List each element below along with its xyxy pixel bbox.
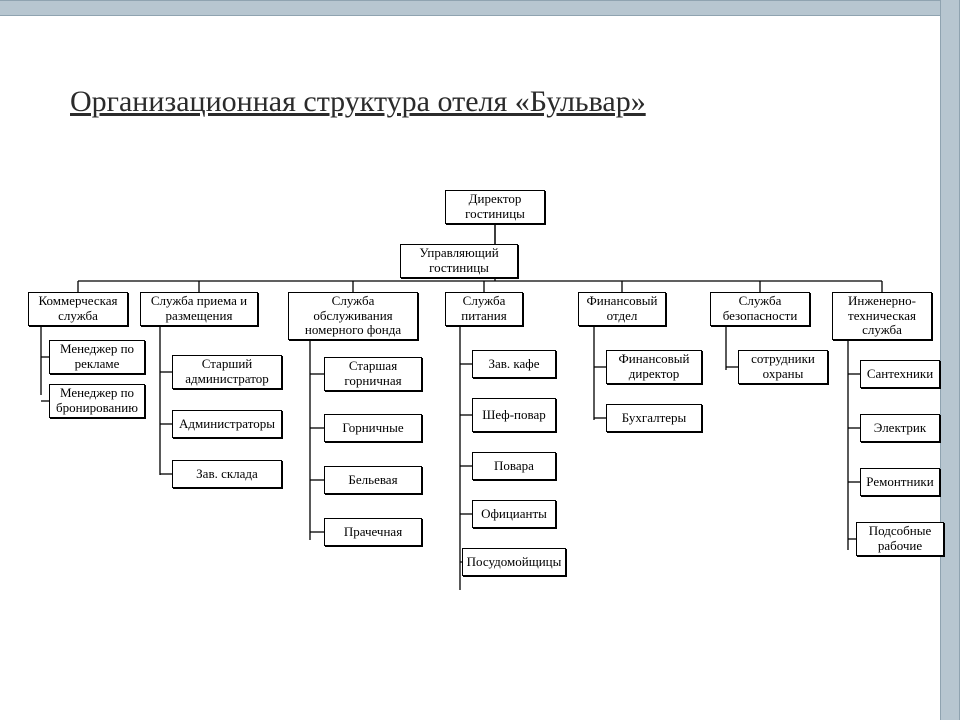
node-housekeeping: Служба обслуживания номерного фонда	[288, 292, 418, 340]
node-cafe-head: Зав. кафе	[472, 350, 556, 378]
node-electrician: Электрик	[860, 414, 940, 442]
node-accountants: Бухгалтеры	[606, 404, 702, 432]
node-maids: Горничные	[324, 414, 422, 442]
node-cooks: Повара	[472, 452, 556, 480]
node-dishwash: Посудомойщицы	[462, 548, 566, 576]
node-waiters: Официанты	[472, 500, 556, 528]
node-manager: Управляющий гостиницы	[400, 244, 518, 278]
node-director: Директор гостиницы	[445, 190, 545, 224]
node-commercial: Коммерческая служба	[28, 292, 128, 326]
node-guards: сотрудники охраны	[738, 350, 828, 384]
node-finance: Финансовый отдел	[578, 292, 666, 326]
node-chef: Шеф-повар	[472, 398, 556, 432]
node-laundry: Прачечная	[324, 518, 422, 546]
node-senior-admin: Старший администратор	[172, 355, 282, 389]
node-security: Служба безопасности	[710, 292, 810, 326]
org-chart: Директор гостиницы Управляющий гостиницы К…	[0, 0, 960, 720]
node-admins: Администраторы	[172, 410, 282, 438]
node-warehouse: Зав. склада	[172, 460, 282, 488]
node-book-mgr: Менеджер по бронированию	[49, 384, 145, 418]
node-linen: Бельевая	[324, 466, 422, 494]
node-laborers: Подсобные рабочие	[856, 522, 944, 556]
node-ad-mgr: Менеджер по рекламе	[49, 340, 145, 374]
node-repairmen: Ремонтники	[860, 468, 940, 496]
node-senior-maid: Старшая горничная	[324, 357, 422, 391]
node-fin-dir: Финансовый директор	[606, 350, 702, 384]
node-reception: Служба приема и размещения	[140, 292, 258, 326]
node-food: Служба питания	[445, 292, 523, 326]
node-engineering: Инженерно-техническая служба	[832, 292, 932, 340]
node-plumbers: Сантехники	[860, 360, 940, 388]
